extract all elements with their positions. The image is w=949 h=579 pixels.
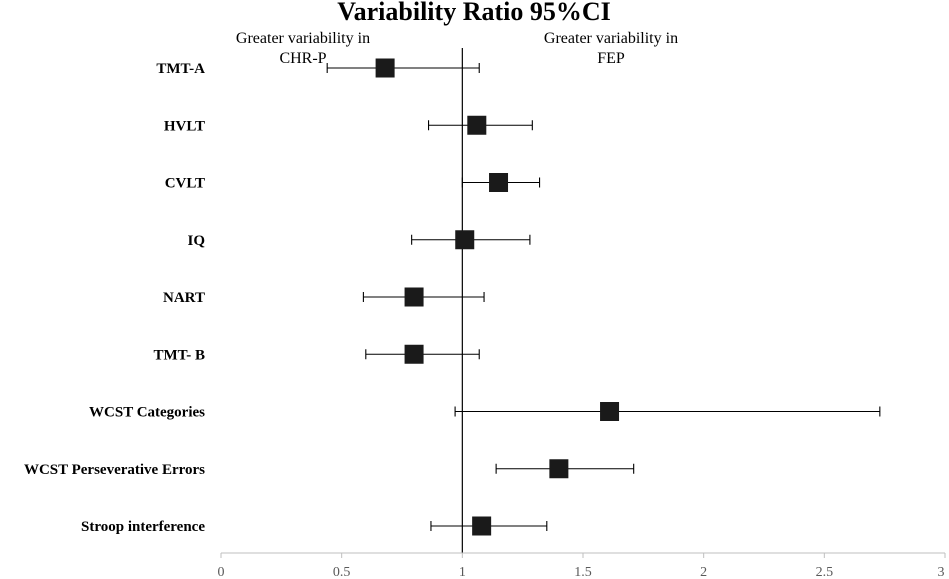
estimate-marker xyxy=(600,402,620,421)
category-label: WCST Categories xyxy=(89,405,205,421)
estimate-marker xyxy=(467,115,487,135)
category-label: NART xyxy=(163,290,205,306)
chart-title: Variability Ratio 95%CI xyxy=(337,0,611,26)
estimate-marker xyxy=(404,287,424,307)
x-axis: 0 0.5 1 1.5 2 2.5 3 xyxy=(218,552,946,579)
annotation-right-line2: FEP xyxy=(597,50,625,67)
estimate-marker xyxy=(375,58,395,78)
annotation-left-line1: Greater variability in xyxy=(236,30,370,47)
annotation-left-line2: CHR-P xyxy=(279,50,326,67)
category-label: IQ xyxy=(187,233,205,249)
x-tick-label: 3 xyxy=(938,565,945,579)
estimate-marker xyxy=(455,230,475,250)
x-tick-label: 2 xyxy=(700,565,707,579)
category-label: TMT-A xyxy=(156,61,205,77)
x-tick-label: 0.5 xyxy=(333,565,351,579)
x-tick-label: 0 xyxy=(218,565,225,579)
rows-layer: TMT-A HVLT CVLT IQ NART TMT- B WCST Categories… xyxy=(24,48,881,553)
estimate-marker xyxy=(489,173,509,192)
x-tick-label: 1 xyxy=(459,565,466,579)
x-tick-label: 2.5 xyxy=(816,565,834,579)
category-label: WCST Perseverative Errors xyxy=(24,462,205,478)
category-label: TMT- B xyxy=(153,347,205,363)
estimate-marker xyxy=(549,459,569,479)
category-label: HVLT xyxy=(164,118,205,134)
estimate-marker xyxy=(404,344,424,364)
estimate-marker xyxy=(472,516,492,536)
category-label: CVLT xyxy=(165,176,205,192)
x-tick-label: 1.5 xyxy=(574,565,592,579)
category-label: Stroop interference xyxy=(81,519,205,535)
annotation-right-line1: Greater variability in xyxy=(544,30,678,47)
